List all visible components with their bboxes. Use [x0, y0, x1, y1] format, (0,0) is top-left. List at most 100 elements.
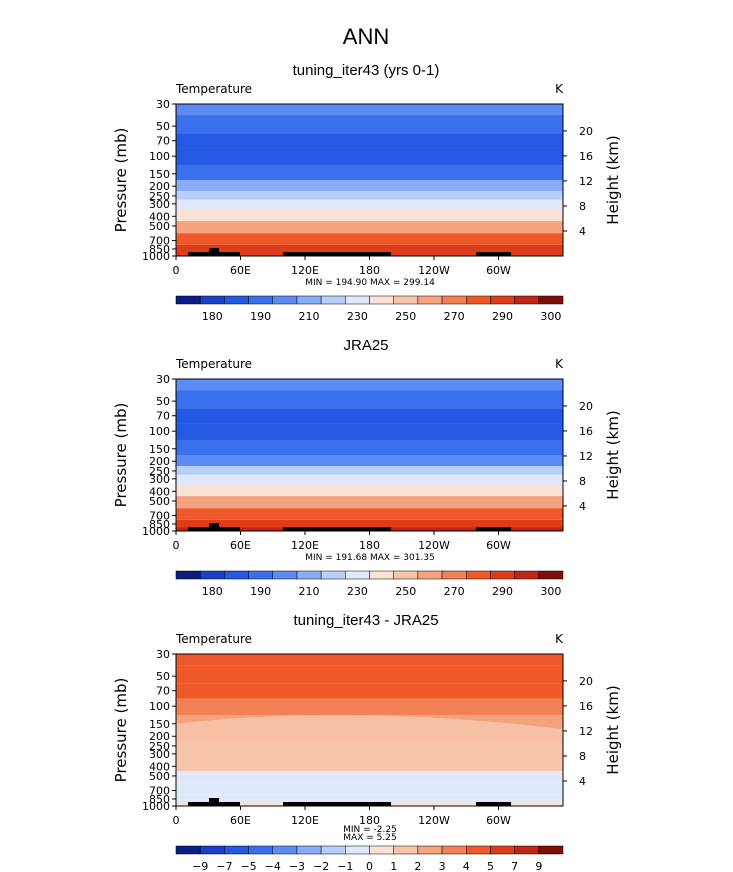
y-tick-label: 70 [156, 685, 170, 698]
y2-tick-label: 8 [579, 750, 586, 763]
y-tick-label: 850 [149, 518, 170, 531]
colorbar-label: 7 [511, 860, 518, 872]
colorbar-label: −1 [337, 860, 353, 872]
colorbar-label: −4 [265, 860, 281, 872]
colorbar-swatch [296, 295, 322, 305]
y-tick-label: 100 [149, 150, 170, 163]
colorbar-label: 0 [366, 860, 373, 872]
y-tick-label: 150 [149, 443, 170, 456]
y-axis-label: Pressure (mb) [112, 128, 130, 233]
y2-tick-label: 12 [579, 175, 593, 188]
colorbar-swatch [369, 295, 394, 305]
colorbar-swatch [296, 845, 322, 855]
colorbar-swatch [224, 295, 249, 305]
colorbar-swatch [417, 845, 443, 855]
topography [283, 252, 391, 256]
y-tick-label: 200 [149, 180, 170, 193]
x-tick-label: 120E [291, 539, 319, 552]
contour-band [176, 233, 563, 245]
contour-band [176, 148, 563, 165]
chart-title: JRA25 [343, 337, 388, 354]
x-tick-label: 0 [173, 539, 180, 552]
y-tick-label: 250 [149, 190, 170, 203]
contour-band [176, 665, 563, 684]
y2-tick-label: 20 [579, 675, 593, 688]
contour-band [176, 455, 563, 467]
x-tick-label: 180 [359, 814, 380, 827]
colorbar-label: 250 [395, 585, 416, 598]
contour-band [176, 199, 563, 211]
contour-band [176, 485, 563, 497]
y2-tick-label: 20 [579, 400, 593, 413]
colorbar-swatch [320, 570, 346, 580]
colorbar-swatch [538, 295, 564, 305]
contour-band [176, 164, 563, 180]
y-tick-label: 400 [149, 485, 170, 498]
colorbar-swatch [514, 295, 540, 305]
colorbar-label: −7 [216, 860, 232, 872]
contour-band [176, 474, 563, 486]
y-tick-label: 200 [149, 730, 170, 743]
colorbar-swatch [175, 295, 201, 305]
y-tick-label: 500 [149, 495, 170, 508]
colorbar-label: 250 [395, 310, 416, 323]
x-tick-label: 60E [230, 539, 251, 552]
y2-tick-label: 4 [579, 500, 586, 513]
colorbar-swatch [320, 295, 346, 305]
colorbar-label: 9 [535, 860, 542, 872]
y2-tick-label: 16 [579, 425, 593, 438]
y-tick-label: 500 [149, 770, 170, 783]
colorbar-swatch [417, 295, 443, 305]
colorbar-label: 300 [540, 310, 561, 323]
y2-axis-label: Height (km) [604, 685, 622, 774]
contour-band [176, 133, 563, 149]
contour-band [176, 508, 563, 520]
y-tick-label: 70 [156, 410, 170, 423]
contour-band [176, 783, 563, 795]
variable-label: Temperature [175, 82, 252, 96]
y-tick-label: 500 [149, 220, 170, 233]
chart-panel: tuning_iter43 (yrs 0-1) Temperature K 30 50 7… [112, 62, 622, 323]
y-tick-label: 700 [149, 785, 170, 798]
y2-tick-label: 12 [579, 450, 593, 463]
colorbar-swatch [538, 570, 564, 580]
colorbar-label: 300 [540, 585, 561, 598]
y-tick-label: 200 [149, 455, 170, 468]
x-tick-label: 120E [291, 264, 319, 277]
colorbar-label: −3 [289, 860, 305, 872]
x-tick-label: 60W [486, 539, 511, 552]
stats-label: MIN = 194.90 MAX = 299.14 [305, 278, 435, 288]
colorbar-label: 290 [492, 310, 513, 323]
stats-max: MAX = 5.25 [343, 833, 396, 843]
y-tick-label: 300 [149, 473, 170, 486]
y2-tick-label: 20 [579, 125, 593, 138]
units-label: K [555, 632, 564, 646]
y-tick-label: 300 [149, 748, 170, 761]
colorbar-swatch [466, 295, 491, 305]
x-tick-label: 180 [359, 539, 380, 552]
colorbar-swatch [175, 845, 201, 855]
x-tick-label: 0 [173, 814, 180, 827]
colorbar-label: 270 [444, 310, 465, 323]
y-tick-label: 50 [156, 670, 170, 683]
contour-band [176, 221, 563, 234]
colorbar-swatch [345, 570, 370, 580]
colorbar-swatch [248, 570, 273, 580]
colorbar-swatch [199, 570, 225, 580]
contour-band [176, 210, 563, 222]
contour-band [176, 683, 563, 699]
colorbar-label: 180 [202, 585, 223, 598]
x-tick-label: 60W [486, 814, 511, 827]
colorbar-swatch [320, 845, 346, 855]
panels: tuning_iter43 (yrs 0-1)Temperature K30507… [112, 62, 622, 872]
colorbar-swatch [296, 570, 322, 580]
y-tick-label: 300 [149, 198, 170, 211]
contour-band [176, 104, 563, 116]
y2-tick-label: 16 [579, 700, 593, 713]
stats-min: MIN = -2.25 [343, 825, 397, 835]
x-tick-label: 0 [173, 264, 180, 277]
colorbar-swatch [514, 570, 540, 580]
colorbar-label: −9 [192, 860, 208, 872]
